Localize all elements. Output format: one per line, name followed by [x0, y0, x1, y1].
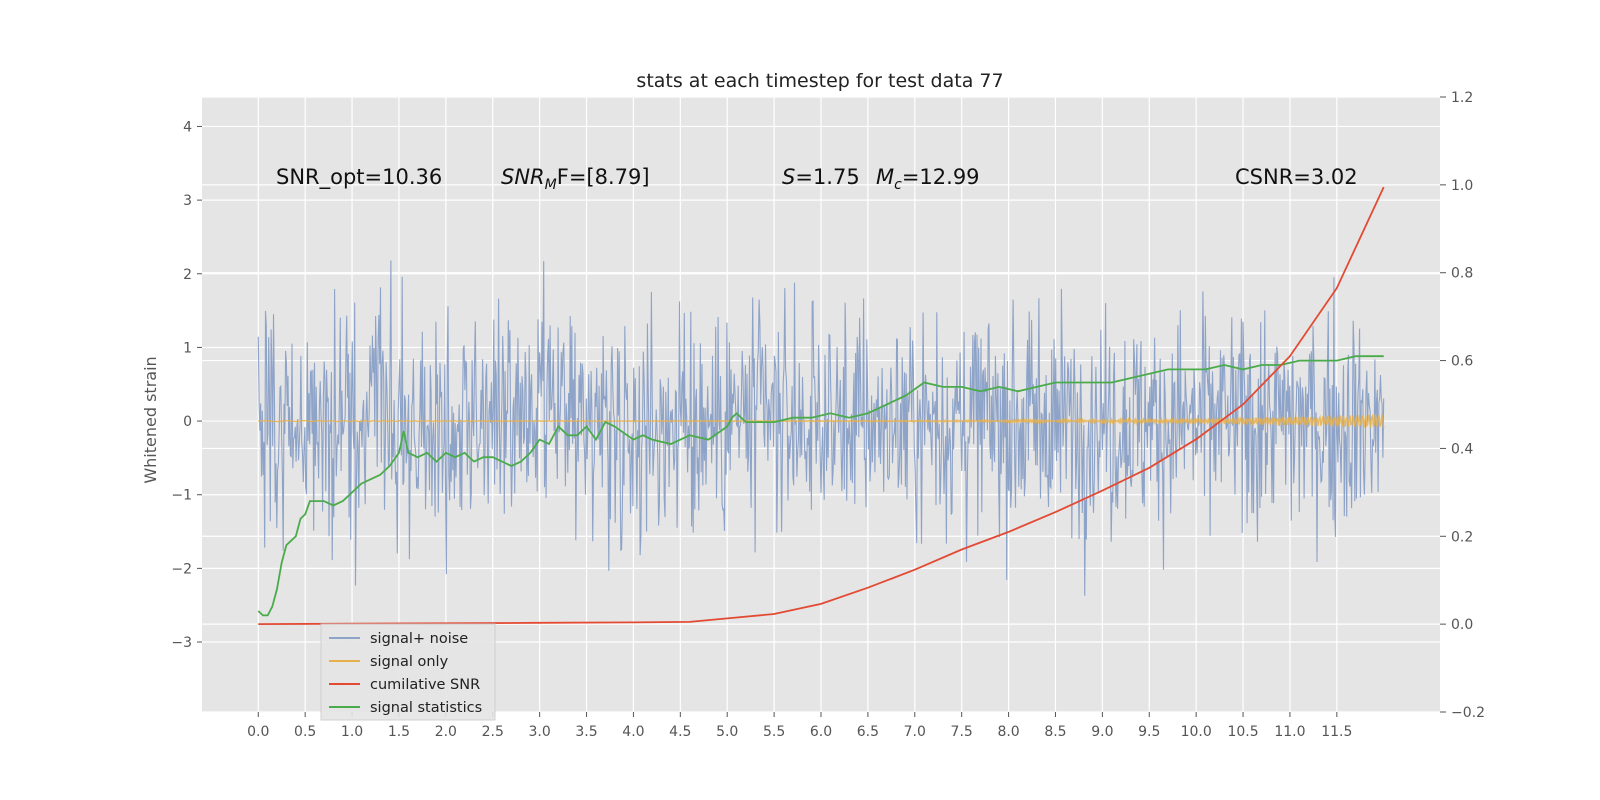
legend-entry-signal-noise: signal+ noise: [329, 631, 468, 647]
annotation-snr-mf: SNRMF=[8.79]: [501, 165, 650, 193]
x-tick-label: 6.0: [810, 724, 832, 740]
legend-entry-signal-statistics: signal statistics: [329, 700, 482, 716]
annotation-s: S=1.75: [782, 165, 860, 189]
x-tick-label: 2.0: [435, 724, 457, 740]
legend-label-signal-statistics: signal statistics: [370, 700, 482, 716]
line-signal-only: [258, 413, 1385, 429]
x-tick-label: 11.5: [1321, 724, 1352, 740]
mc-symbol: M: [876, 165, 894, 189]
x-tick-label: 3.5: [575, 724, 597, 740]
chart-title: stats at each timestep for test data 77: [636, 70, 1003, 92]
annotation-csnr: CSNR=3.02: [1235, 165, 1358, 189]
x-tick-label: 5.0: [716, 724, 738, 740]
x-tick-label: 8.0: [997, 724, 1019, 740]
y-tick-label: 2: [183, 267, 192, 283]
line-cumulative-snr: [258, 186, 1385, 625]
x-tick-label: 9.5: [1138, 724, 1160, 740]
x-tick-label: 1.5: [388, 724, 410, 740]
legend-entry-cumulative-snr: cumilative SNR: [329, 677, 480, 693]
y-tick-label: 4: [183, 119, 192, 135]
series-signal-only: [258, 413, 1385, 429]
mc-sub: c: [894, 177, 902, 193]
legend-entry-signal-only: signal only: [329, 654, 449, 670]
x-tick-label: 4.0: [622, 724, 644, 740]
y-tick-label: −1: [171, 488, 192, 504]
x-tick-label: 4.5: [669, 724, 691, 740]
x-tick-label: 7.0: [904, 724, 926, 740]
x-tick-label: 10.0: [1181, 724, 1212, 740]
y2-tick-label: 0.0: [1451, 617, 1473, 633]
s-symbol: S: [782, 165, 795, 189]
x-tick-label: 9.0: [1091, 724, 1113, 740]
y2-tick-label: 0.8: [1451, 266, 1473, 282]
mc-rest: =12.99: [902, 165, 980, 189]
y-tick-label: 1: [183, 340, 192, 356]
y2-tick-label: 0.4: [1451, 441, 1473, 457]
x-axis-ticks: 0.0 0.5 1.0 1.5 2.0 2.5 3.0 3.5 4.0 4.5 5.0 5.5 6.0 6…: [247, 712, 1352, 740]
y-tick-label: −3: [171, 635, 192, 651]
legend: signal+ noise signal only cumilative SNR…: [320, 623, 496, 721]
series-signal-noise: [257, 260, 1385, 596]
legend-label-signal-noise: signal+ noise: [370, 631, 468, 647]
y2-tick-label: 1.2: [1451, 90, 1473, 106]
annotation-mc: Mc=12.99: [876, 165, 980, 193]
line-signal-statistics: [257, 355, 1384, 617]
x-tick-label: 0.5: [294, 724, 316, 740]
y2-axis-ticks: 1.2 1.0 0.8 0.6 0.4 0.2 0.0 −0.2: [1440, 90, 1485, 721]
x-tick-label: 7.5: [951, 724, 973, 740]
x-tick-label: 0.0: [247, 724, 269, 740]
legend-label-signal-only: signal only: [370, 654, 449, 670]
annotation-snr-opt: SNR_opt=10.36: [276, 165, 442, 190]
x-tick-label: 3.0: [529, 724, 551, 740]
x-tick-label: 11.0: [1274, 724, 1305, 740]
y-tick-label: 3: [183, 193, 192, 209]
x-tick-label: 5.5: [763, 724, 785, 740]
y2-tick-label: 0.6: [1451, 354, 1473, 370]
x-tick-label: 6.5: [857, 724, 879, 740]
s-rest: =1.75: [795, 165, 859, 189]
x-tick-label: 2.5: [482, 724, 504, 740]
snr-mf-sub: M: [545, 177, 557, 193]
snr-mf-base: SNR: [501, 165, 545, 189]
y-tick-label: −2: [171, 561, 192, 577]
x-tick-label: 1.0: [341, 724, 363, 740]
snr-mf-rest: F=[8.79]: [557, 165, 650, 189]
y2-tick-label: 0.2: [1451, 529, 1473, 545]
annotations: SNR_opt=10.36 SNRMF=[8.79] S=1.75 Mc=12.…: [276, 165, 1358, 193]
y2-tick-label: 1.0: [1451, 178, 1473, 194]
legend-box: [320, 623, 496, 721]
y-axis-label: Whitened strain: [141, 356, 160, 483]
x-tick-label: 10.5: [1227, 724, 1258, 740]
legend-label-cumulative-snr: cumilative SNR: [370, 677, 480, 693]
line-signal-noise: [257, 260, 1385, 596]
y2-tick-label: −0.2: [1451, 705, 1485, 721]
y-tick-label: 0: [183, 414, 192, 430]
x-tick-label: 8.5: [1044, 724, 1066, 740]
y-axis-ticks: 4 3 2 1 0 −1 −2 −3: [171, 119, 202, 651]
right-axis-series: [257, 186, 1385, 625]
